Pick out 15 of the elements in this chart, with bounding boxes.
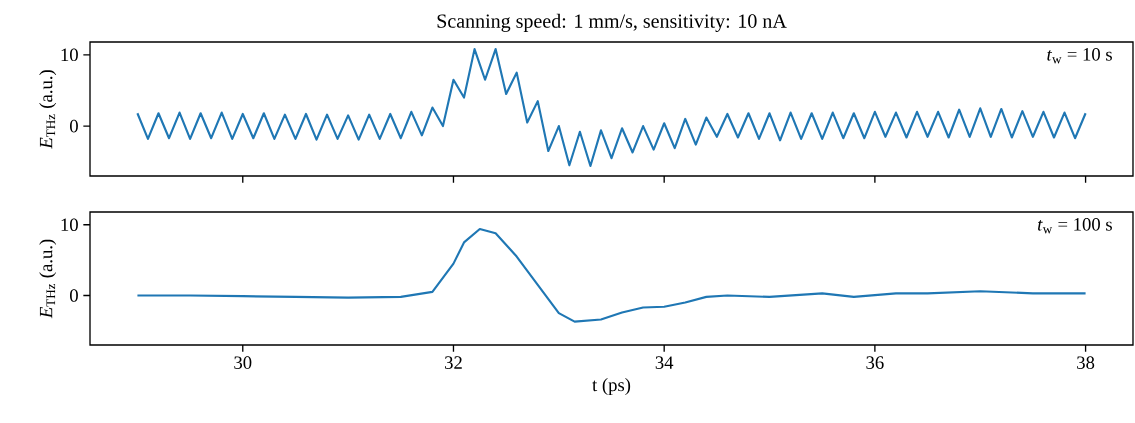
y-tick-label: 10 (61, 218, 78, 232)
x-tick-label: 32 (445, 356, 462, 369)
x-tick-label: 38 (1077, 356, 1095, 369)
x-axis-title: t (ps) (592, 378, 631, 396)
annotation: t$_{w}$ = 100 s (1038, 218, 1112, 234)
y-tick-label: 10 (61, 48, 78, 62)
y-tick-label: 0 (70, 119, 78, 133)
annotation: t$_{w}$ = 10 s (1047, 48, 1112, 64)
x-tick-label: 30 (234, 356, 252, 369)
x-tick-label: 36 (866, 356, 884, 369)
x-tick-label: 34 (655, 356, 674, 369)
y-axis-title: E$_{THz}$ (a.u.) (39, 239, 57, 319)
y-tick-label: 0 (70, 289, 78, 302)
chart-title: Scanning speed: 1 mm/s, sensitivity: 10 nA (437, 13, 787, 32)
y-axis-title: E$_{THz}$ (a.u.) (39, 70, 57, 149)
